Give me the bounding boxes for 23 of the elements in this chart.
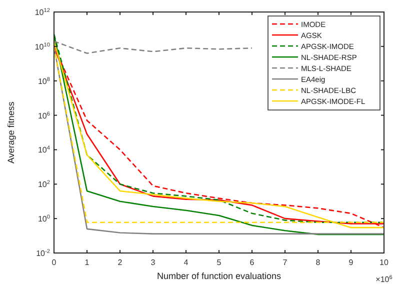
x-tick-label: 4	[184, 258, 189, 267]
x-tick-label: 7	[282, 258, 288, 267]
y-tick-label: 10$^{10}$	[34, 42, 50, 52]
x-tick-label: 2	[118, 258, 123, 267]
x-tick-label: 5	[216, 258, 222, 267]
y-tick-label: 10$^{2}$	[38, 180, 50, 190]
y-tick-label: 10$^{8}$	[38, 76, 50, 86]
x-tick-label: 3	[150, 258, 156, 267]
y-tick-label: 10$^{6}$	[38, 111, 50, 120]
y-axis-title: Average fitness	[6, 101, 16, 164]
line-series	[53, 40, 253, 54]
y-tick-label: 10$^{4}$	[38, 146, 50, 155]
x-axis-title: Number of function evaluations	[156, 271, 282, 281]
x-tick-label: 0	[52, 258, 57, 267]
y-tick-label: 10$^{0}$	[38, 214, 50, 224]
text: ×10$^{6}$	[376, 275, 392, 284]
x-tick-label: 1	[84, 258, 90, 267]
x-tick-label: 6	[250, 258, 255, 267]
y-tick-label: 10$^{12}$	[34, 8, 50, 17]
x-tick-label: 8	[316, 258, 321, 267]
y-tick-label: 10$^{-2}$	[36, 249, 50, 258]
x-tick-label: 10	[380, 258, 389, 267]
x-tick-label: 9	[348, 258, 354, 267]
